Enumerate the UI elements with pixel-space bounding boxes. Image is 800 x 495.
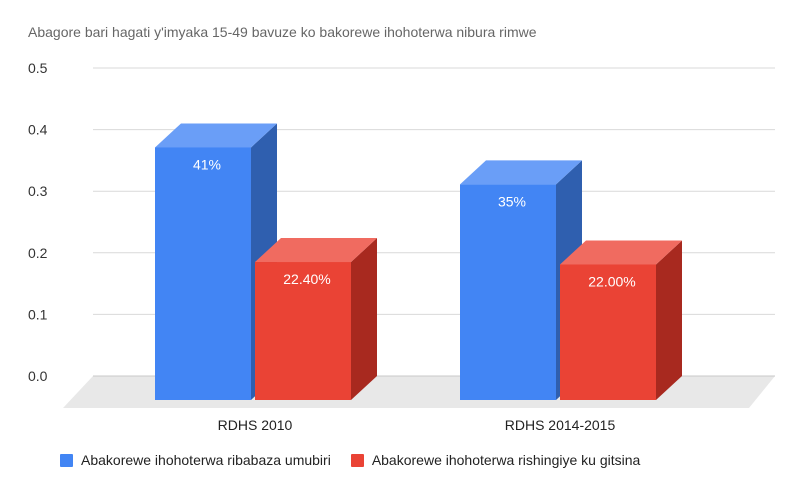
labels: 0.0 0.1 0.2 0.3 0.4 0.5 41% 22.40% RDHS 2010 35% 2… [28, 60, 636, 433]
chart-title: Abagore bari hagati y'imyaka 15-49 bavuz… [28, 24, 537, 40]
bar-top [155, 123, 277, 148]
data-label: 22.40% [283, 271, 330, 287]
legend-label-physical: Abakorewe ihohoterwa ribabaza umubiri [81, 452, 331, 468]
legend-item-sexual[interactable]: Abakorewe ihohoterwa rishingiye ku gitsi… [350, 452, 641, 468]
y-tick-label: 0.0 [28, 368, 48, 384]
bar [155, 123, 277, 400]
y-tick-label: 0.1 [28, 306, 48, 322]
bar-top [255, 238, 377, 263]
y-tick-label: 0.4 [28, 122, 48, 138]
data-label: 41% [193, 156, 221, 172]
bar [255, 238, 377, 400]
y-tick-label: 0.3 [28, 183, 48, 199]
bar-side [351, 238, 377, 400]
bar-top [460, 160, 582, 185]
bar-front [255, 262, 351, 400]
bar-front [460, 184, 556, 400]
bar [560, 240, 682, 400]
bar-front [155, 147, 251, 400]
y-tick-label: 0.2 [28, 245, 48, 261]
legend-swatch-physical [60, 453, 73, 467]
data-label: 35% [498, 193, 526, 209]
legend-swatch-sexual [350, 453, 364, 467]
legend: Abakorewe ihohoterwa ribabaza umubiri Ab… [60, 452, 640, 468]
legend-label-sexual: Abakorewe ihohoterwa rishingiye ku gitsi… [371, 452, 641, 468]
y-tick-label: 0.5 [28, 60, 48, 76]
data-label: 22.00% [588, 273, 635, 289]
legend-item-physical[interactable]: Abakorewe ihohoterwa ribabaza umubiri [60, 452, 331, 468]
x-category-label: RDHS 2014-2015 [505, 417, 616, 433]
bar-side [656, 240, 682, 400]
bar-top [560, 240, 682, 265]
x-category-label: RDHS 2010 [218, 417, 293, 433]
bars [155, 123, 682, 400]
bar-front [560, 264, 656, 400]
